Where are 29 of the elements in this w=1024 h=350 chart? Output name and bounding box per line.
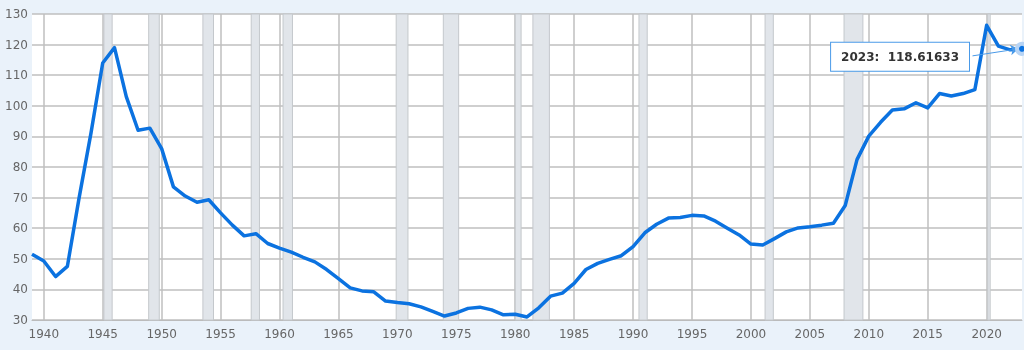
x-tick-label: 1945 [87,327,118,341]
annotation: 2023: 118.61633 [841,49,959,64]
y-tick-label: 70 [12,190,28,205]
x-tick-label: 1960 [264,327,295,341]
x-tick-label: 2020 [971,327,1002,341]
y-tick-label: 120 [5,37,28,52]
y-tick-label: 100 [5,98,28,113]
x-tick-label: 1990 [617,327,649,341]
y-tick-label: 110 [5,68,28,83]
y-tick-label: 50 [12,251,28,266]
y-tick-label: 130 [5,7,28,21]
x-tick-label: 1980 [499,327,531,341]
x-tick-label: 1965 [323,327,354,341]
y-tick-label: 40 [12,282,28,297]
x-tick-label: 1995 [676,327,708,341]
x-tick-label: 1955 [205,327,236,341]
x-tick-label: 2010 [853,327,885,341]
y-tick-label: 80 [12,160,28,174]
y-tick-label: 90 [12,129,28,144]
y-tick-label: 60 [12,221,28,236]
y-tick-label: 30 [12,313,28,327]
x-tick-label: 2005 [794,327,826,341]
x-tick-label: 1950 [146,327,177,341]
x-tick-label: 1940 [28,327,60,341]
x-tick-label: 2000 [735,327,767,341]
x-tick-label: 1970 [382,327,413,341]
x-tick-label: 1975 [441,327,472,341]
x-tick-label: 2015 [912,327,943,341]
x-tick-label: 1985 [558,327,590,341]
